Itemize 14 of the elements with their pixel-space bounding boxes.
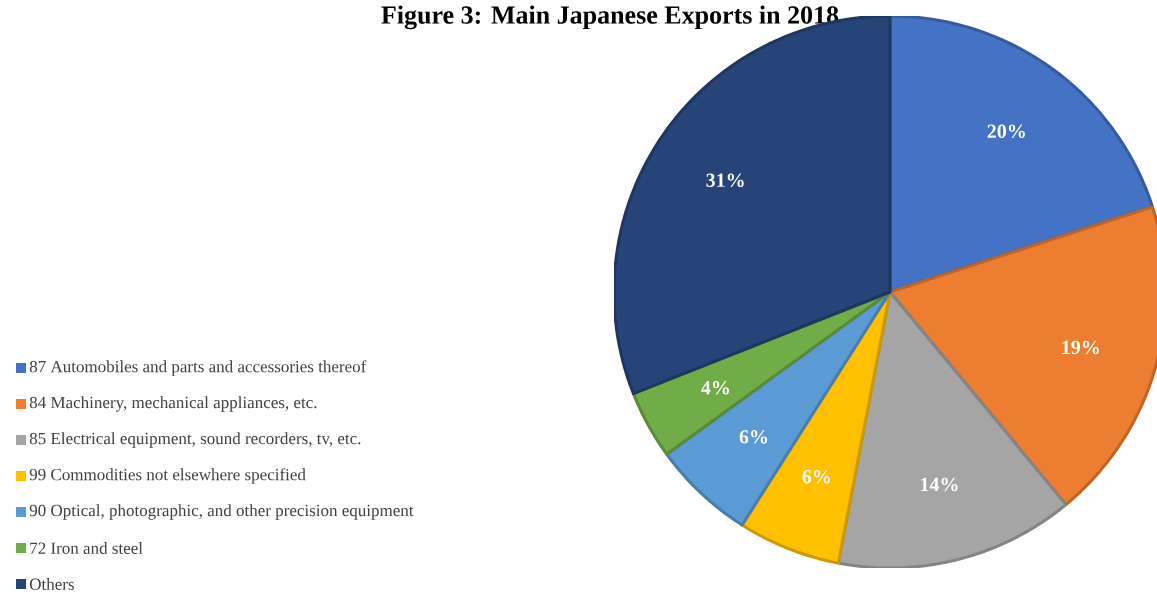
data-label: 4% [701, 380, 729, 395]
data-label: 6% [802, 469, 830, 484]
legend-label: 72 Iron and steel [30, 542, 143, 554]
legend-label: Others [29, 578, 74, 590]
data-label: 19% [1062, 340, 1099, 355]
data-label: 6% [739, 430, 768, 444]
data-label: 20% [987, 124, 1025, 139]
data-label: 31% [706, 173, 744, 188]
data-label: 14% [921, 477, 958, 492]
legend-label: 84 Machinery, mechanical appliances, etc. [29, 396, 317, 412]
legend-label: 85 Electrical equipment, sound recorders, tv, etc. [29, 432, 361, 448]
legend-label: 90 Optical, photographic, and other precision equipment [29, 504, 414, 520]
legend-label: 87 Automobiles and parts and accessories thereof [29, 360, 367, 376]
legend-label: 99 Commodities not elsewhere specified [29, 468, 306, 484]
